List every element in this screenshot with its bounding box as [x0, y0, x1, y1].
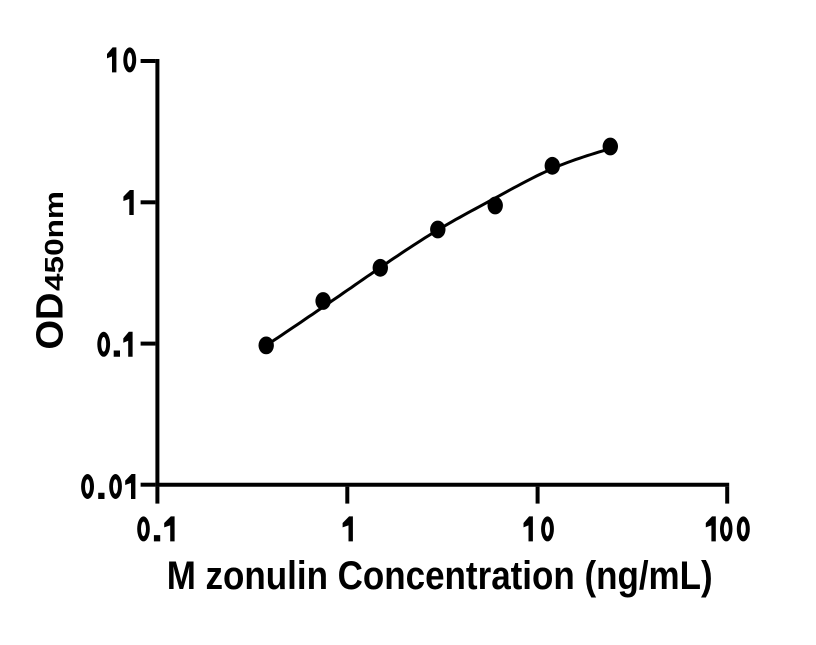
- svg-text:M zonulin Concentration (ng/mL: M zonulin Concentration (ng/mL): [167, 554, 713, 598]
- svg-text:450nm: 450nm: [41, 191, 69, 291]
- svg-text:OD: OD: [30, 293, 72, 350]
